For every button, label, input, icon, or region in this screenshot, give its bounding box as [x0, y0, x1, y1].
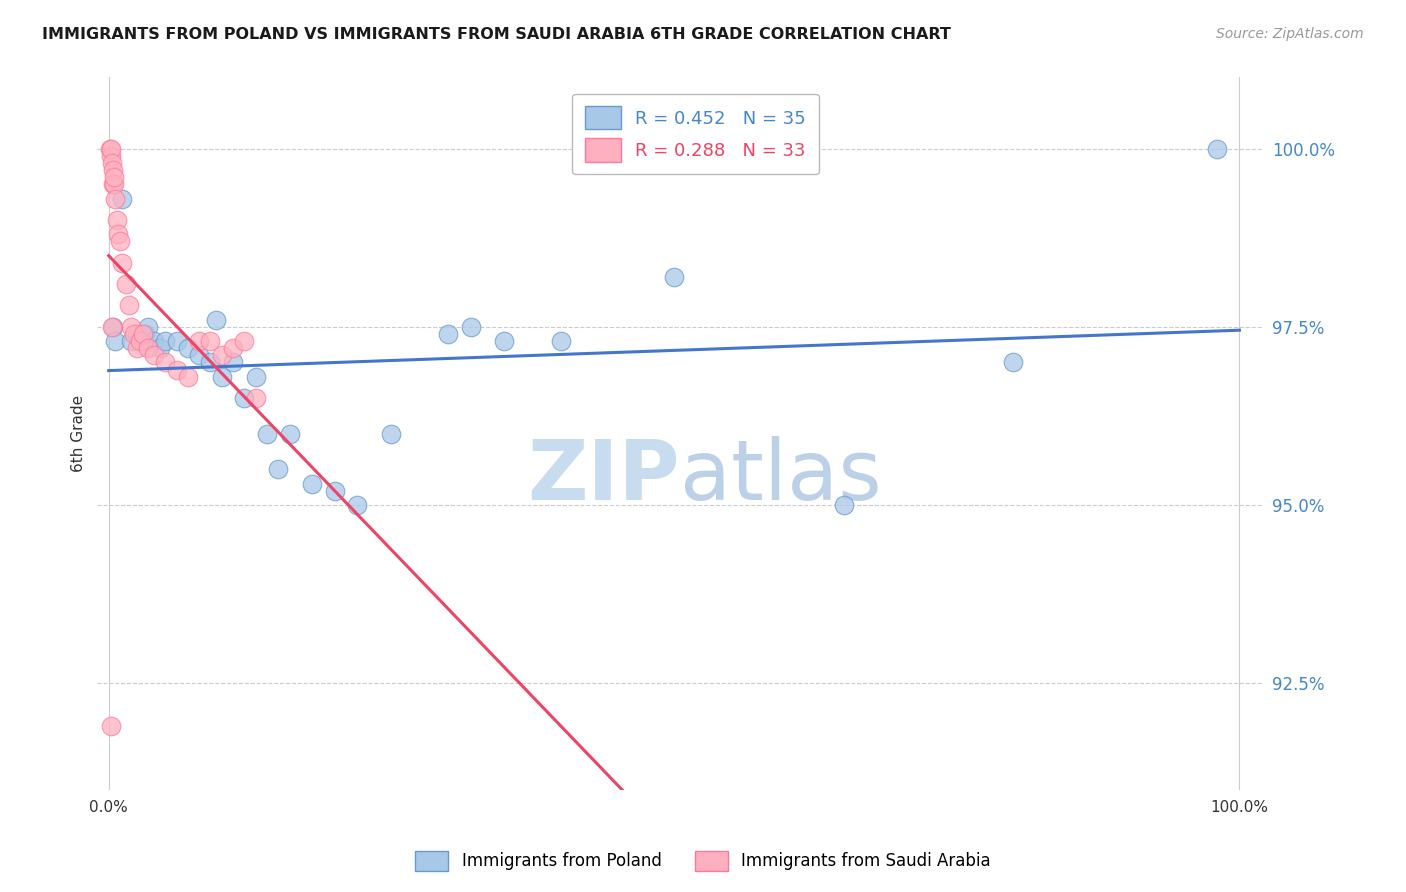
Point: [134, 326, 156, 341]
Text: ZIP: ZIP: [527, 436, 679, 516]
Point: [188, 348, 211, 362]
Point: [111, 192, 134, 206]
Point: [104, 334, 127, 348]
Point: [278, 426, 301, 441]
Point: [380, 426, 402, 441]
Point: [118, 298, 141, 312]
Point: [98, 142, 121, 156]
Point: [550, 334, 572, 348]
Point: [166, 334, 188, 348]
Point: [142, 348, 165, 362]
Point: [460, 319, 482, 334]
Point: [142, 334, 165, 348]
Point: [662, 269, 685, 284]
Point: [233, 334, 256, 348]
Point: [256, 426, 278, 441]
Point: [832, 498, 855, 512]
Point: [166, 362, 188, 376]
Point: [101, 163, 124, 178]
Point: [100, 719, 122, 733]
Point: [131, 326, 153, 341]
Point: [103, 178, 125, 192]
Point: [103, 170, 125, 185]
Point: [101, 319, 124, 334]
Point: [222, 341, 245, 355]
Point: [153, 355, 176, 369]
Point: [125, 341, 148, 355]
Text: atlas: atlas: [679, 436, 882, 516]
Point: [222, 355, 245, 369]
Point: [120, 319, 142, 334]
Point: [108, 235, 131, 249]
Point: [101, 319, 124, 334]
Point: [211, 369, 233, 384]
Point: [494, 334, 516, 348]
Legend: Immigrants from Poland, Immigrants from Saudi Arabia: Immigrants from Poland, Immigrants from …: [406, 842, 1000, 880]
Point: [301, 476, 323, 491]
Point: [104, 192, 127, 206]
Point: [100, 149, 122, 163]
Point: [437, 326, 460, 341]
Point: [233, 391, 256, 405]
Point: [205, 312, 228, 326]
Point: [346, 498, 368, 512]
Point: [136, 319, 159, 334]
Point: [323, 483, 346, 498]
Text: IMMIGRANTS FROM POLAND VS IMMIGRANTS FROM SAUDI ARABIA 6TH GRADE CORRELATION CHA: IMMIGRANTS FROM POLAND VS IMMIGRANTS FRO…: [42, 27, 950, 42]
Y-axis label: 6th Grade: 6th Grade: [72, 395, 86, 472]
Point: [148, 341, 170, 355]
Point: [245, 391, 267, 405]
Text: Source: ZipAtlas.com: Source: ZipAtlas.com: [1216, 27, 1364, 41]
Point: [100, 142, 122, 156]
Point: [177, 369, 200, 384]
Point: [1002, 355, 1025, 369]
Point: [125, 326, 148, 341]
Point: [105, 213, 128, 227]
Point: [120, 334, 142, 348]
Point: [129, 334, 152, 348]
Point: [101, 156, 124, 170]
Point: [188, 334, 211, 348]
Point: [200, 355, 222, 369]
Point: [122, 326, 145, 341]
Point: [1205, 142, 1227, 156]
Point: [200, 334, 222, 348]
Point: [107, 227, 129, 242]
Point: [211, 348, 233, 362]
Point: [131, 334, 153, 348]
Point: [114, 277, 136, 291]
Point: [136, 341, 159, 355]
Legend: R = 0.452   N = 35, R = 0.288   N = 33: R = 0.452 N = 35, R = 0.288 N = 33: [572, 94, 818, 174]
Point: [267, 462, 290, 476]
Point: [153, 334, 176, 348]
Point: [111, 255, 134, 269]
Point: [245, 369, 267, 384]
Point: [177, 341, 200, 355]
Point: [101, 178, 124, 192]
